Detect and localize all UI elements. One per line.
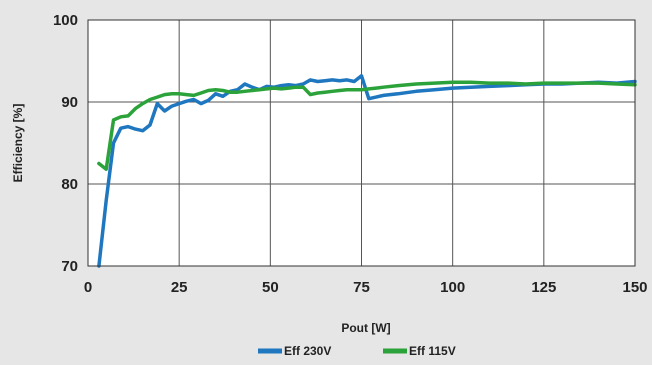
x-tick-label: 125 <box>531 279 556 296</box>
series-line-eff-230v <box>97 74 637 268</box>
series-line-eff-115v <box>97 80 637 171</box>
x-tick-label: 50 <box>262 279 279 296</box>
legend: Eff 230V Eff 115V <box>258 344 456 358</box>
x-tick-label: 100 <box>440 279 465 296</box>
series-lines <box>97 74 637 268</box>
legend-label: Eff 115V <box>409 344 456 358</box>
y-tick-label: 90 <box>61 94 78 111</box>
x-tick-label: 0 <box>84 279 92 296</box>
plot-border <box>87 19 636 267</box>
y-tick-labels: 70 80 90 100 <box>53 12 78 275</box>
y-axis-title: Efficiency [%] <box>11 104 25 183</box>
y-tick-label: 70 <box>61 258 78 275</box>
x-axis-title: Pout [W] <box>341 321 390 335</box>
y-tick-label: 80 <box>61 176 78 193</box>
x-tick-labels: 0 25 50 75 100 125 150 <box>84 279 648 296</box>
x-tick-label: 25 <box>171 279 188 296</box>
legend-label: Eff 230V <box>284 344 331 358</box>
y-tick-label: 100 <box>53 12 78 29</box>
x-tick-label: 75 <box>353 279 370 296</box>
x-tick-label: 150 <box>622 279 647 296</box>
